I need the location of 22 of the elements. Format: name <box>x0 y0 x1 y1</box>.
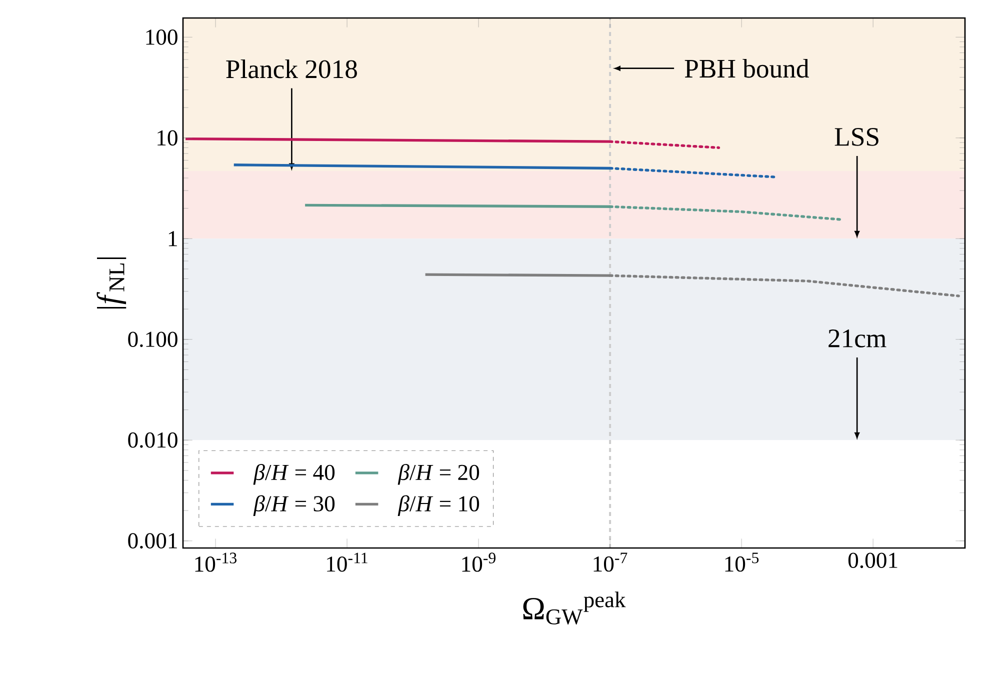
y-tick-label: 1 <box>168 231 177 246</box>
x-axis-title: Ω$_{GW}$peak <box>523 592 626 624</box>
band-label: 21cm <box>828 330 886 348</box>
band-label: Planck 2018 <box>226 59 357 78</box>
x-tick-label: 10$^{-11}$ <box>327 552 368 572</box>
y-tick-label: 0.100 <box>128 332 178 348</box>
legend-label: β/H = 20 <box>398 464 480 485</box>
y-tick-label: 10 <box>158 130 178 146</box>
legend-label: β/H = 30 <box>253 495 335 516</box>
x-tick-label: 10$^{-9}$ <box>462 552 496 572</box>
y-tick-label: 0.010 <box>128 432 178 448</box>
y-axis-title: |f$_{NL}$| <box>96 257 126 309</box>
x-tick-label: 10$^{-5}$ <box>725 552 759 572</box>
legend-label: β/H = 10 <box>398 495 480 516</box>
legend-label: β/H = 40 <box>253 464 335 485</box>
band-label: LSS <box>834 128 878 146</box>
x-tick-label: 10$^{-13}$ <box>195 552 236 572</box>
x-tick-label: 0.001 <box>848 552 898 568</box>
x-tick-label: 10$^{-7}$ <box>594 552 628 572</box>
y-tick-label: 100 <box>146 30 178 45</box>
y-tick-label: 0.001 <box>128 533 177 549</box>
ref-line-label: PBH bound <box>684 58 809 78</box>
